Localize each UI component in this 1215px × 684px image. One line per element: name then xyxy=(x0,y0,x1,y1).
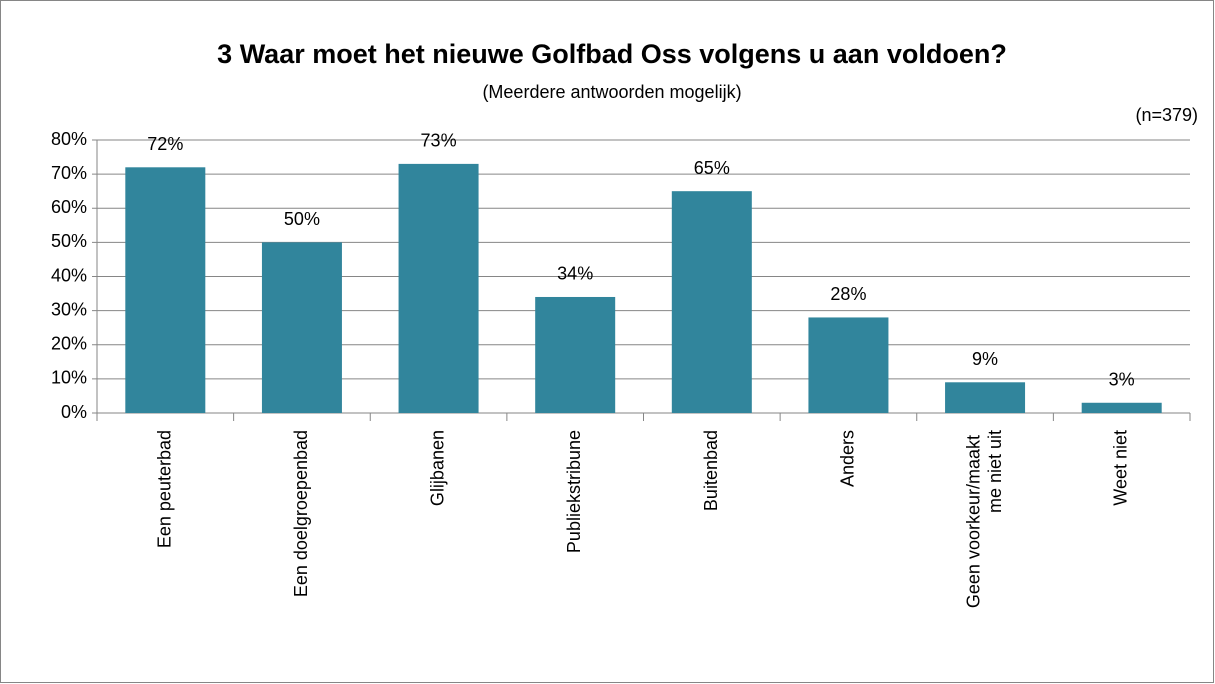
x-tick-label-line: Geen voorkeur/maakt xyxy=(963,430,983,608)
value-label: 3% xyxy=(1109,370,1135,390)
y-tick-label: 70% xyxy=(51,163,87,183)
x-tick-label: Een peuterbad xyxy=(154,430,174,548)
x-tick-label: Publiekstribune xyxy=(564,430,584,553)
bar xyxy=(535,296,616,413)
x-tick-label-line: me niet uit xyxy=(985,430,1005,513)
x-tick-label: Anders xyxy=(837,430,857,487)
x-tick-label-line: Publiekstribune xyxy=(564,430,584,553)
x-tick-label-line: Glijbanen xyxy=(427,430,447,506)
value-label: 34% xyxy=(557,264,593,284)
bar xyxy=(398,163,479,413)
y-tick-label: 10% xyxy=(51,368,87,388)
value-label: 72% xyxy=(147,134,183,154)
value-label: 65% xyxy=(694,158,730,178)
x-tick-label: Weet niet xyxy=(1110,430,1130,506)
y-tick-label: 80% xyxy=(51,129,87,149)
chart-title: 3 Waar moet het nieuwe Golfbad Oss volge… xyxy=(217,39,1007,69)
value-label: 50% xyxy=(284,209,320,229)
y-tick-label: 0% xyxy=(61,402,87,422)
x-tick-label: Geen voorkeur/maakt me niet uit xyxy=(963,430,1005,608)
x-tick-label-line: Een doelgroepenbad xyxy=(291,430,311,597)
bar xyxy=(1081,402,1162,413)
value-label: 9% xyxy=(972,349,998,369)
bar xyxy=(808,317,889,413)
value-label: 28% xyxy=(830,284,866,304)
x-tick-label-line: Buitenbad xyxy=(701,430,721,511)
x-tick-label-line: Weet niet xyxy=(1110,430,1130,506)
x-tick-label-line: Anders xyxy=(837,430,857,487)
y-tick-label: 30% xyxy=(51,299,87,319)
x-tick-label-line: Een peuterbad xyxy=(154,430,174,548)
bar xyxy=(125,167,206,413)
bar xyxy=(945,382,1026,413)
y-tick-label: 20% xyxy=(51,334,87,354)
bar xyxy=(671,191,752,413)
value-label: 73% xyxy=(421,131,457,151)
chart-subtitle: (Meerdere antwoorden mogelijk) xyxy=(482,82,741,102)
x-tick-label: Buitenbad xyxy=(701,430,721,511)
x-tick-label: Een doelgroepenbad xyxy=(291,430,311,597)
y-tick-label: 50% xyxy=(51,231,87,251)
annotation: (n=379) xyxy=(1135,105,1198,125)
y-tick-label: 60% xyxy=(51,197,87,217)
x-tick-label: Glijbanen xyxy=(427,430,447,506)
y-tick-label: 40% xyxy=(51,265,87,285)
bar xyxy=(261,242,342,413)
